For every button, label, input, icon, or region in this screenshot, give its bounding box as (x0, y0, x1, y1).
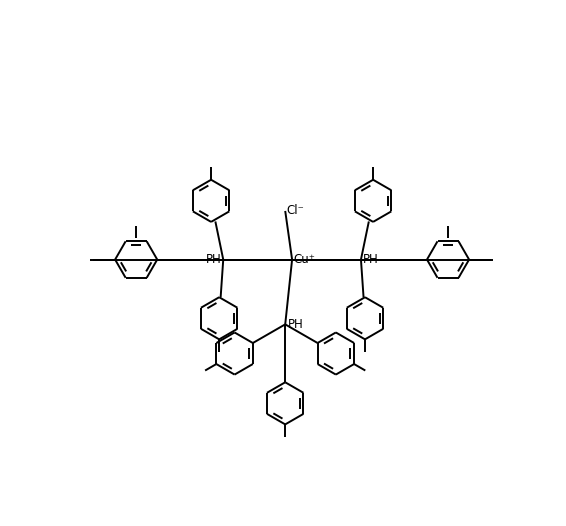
Text: Cu⁺: Cu⁺ (293, 253, 315, 266)
Text: PH: PH (205, 253, 221, 266)
Text: PH: PH (363, 253, 379, 266)
Text: Cl⁻: Cl⁻ (287, 204, 305, 217)
Text: PH: PH (288, 318, 303, 331)
